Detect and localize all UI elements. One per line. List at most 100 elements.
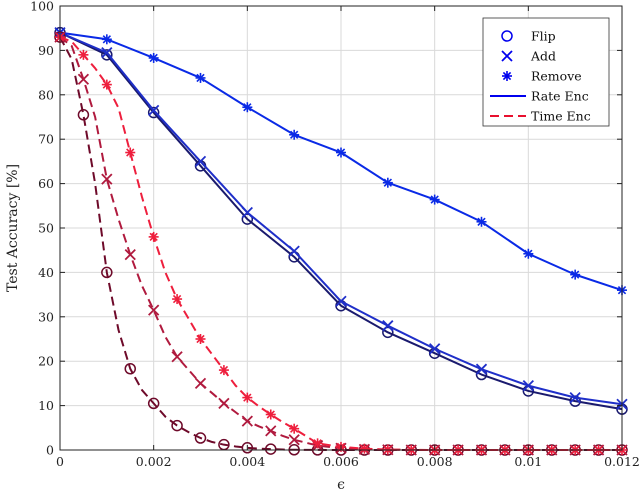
marker-stroke [243, 103, 252, 112]
legend-label: Flip [531, 29, 556, 44]
data-point [289, 129, 300, 140]
marker-stroke [241, 206, 253, 219]
data-point [312, 438, 323, 449]
y-tick-label: 70 [38, 132, 54, 147]
marker-stroke [149, 232, 158, 242]
marker-stroke [194, 377, 207, 390]
data-point [241, 415, 253, 427]
x-tick-label: 0.002 [136, 454, 172, 469]
data-point [147, 106, 160, 119]
x-tick-label: 0 [56, 454, 64, 469]
y-tick-label: 0 [46, 443, 54, 458]
x-tick-label: 0.01 [514, 454, 542, 469]
data-point [101, 34, 112, 45]
data-point [171, 419, 183, 432]
data-point [148, 231, 159, 242]
data-point [241, 213, 254, 225]
y-tick-label: 80 [38, 87, 54, 102]
y-tick-label: 100 [30, 0, 54, 14]
series-line [59, 31, 623, 411]
marker-stroke [172, 294, 182, 304]
legend-label: Remove [531, 69, 582, 84]
data-point [172, 294, 183, 305]
marker-stroke [336, 148, 346, 157]
legend: Flip Add Remove Rate Enc Time Enc [482, 17, 610, 127]
data-point [101, 79, 112, 90]
data-point [101, 49, 113, 61]
data-point [101, 173, 113, 185]
y-axis-label: Test Accuracy [%] [5, 164, 21, 292]
series-rate-enc-remove [55, 27, 627, 296]
data-point [101, 266, 113, 279]
data-point [125, 147, 136, 158]
legend-item-time-enc: Time Enc [490, 109, 591, 124]
marker-stroke [335, 295, 347, 307]
marker-stroke [79, 50, 88, 60]
marker-stroke [313, 439, 322, 448]
marker-stroke [501, 50, 513, 62]
data-point [242, 102, 253, 113]
marker-stroke [102, 80, 111, 89]
legend-items: Flip Add Remove Rate Enc Time Enc [490, 29, 591, 124]
legend-item-flip: Flip [501, 29, 556, 44]
data-point [359, 443, 370, 454]
marker-stroke [171, 351, 183, 363]
marker-stroke [101, 46, 113, 59]
data-point [194, 432, 207, 444]
data-point [241, 206, 253, 219]
data-point [124, 249, 136, 261]
marker-stroke [126, 148, 135, 157]
legend-label: Rate Enc [531, 89, 589, 104]
marker-stroke [148, 304, 160, 316]
data-point [522, 379, 534, 392]
data-point [171, 351, 183, 363]
marker-stroke [288, 434, 300, 446]
data-point [218, 365, 229, 376]
legend-item-remove: Remove [502, 69, 582, 84]
data-point [265, 443, 277, 455]
legend-swatch [502, 71, 512, 81]
data-point [288, 245, 300, 257]
marker-stroke [102, 35, 111, 44]
marker-stroke [475, 363, 488, 375]
data-point [218, 397, 230, 410]
data-point [101, 46, 113, 59]
marker-stroke [149, 53, 158, 63]
data-point [476, 216, 487, 227]
y-tick-label: 10 [38, 398, 54, 413]
marker-stroke [524, 249, 533, 258]
data-point [265, 425, 277, 437]
data-point [194, 377, 207, 390]
x-tick-label: 0.008 [417, 454, 453, 469]
marker-stroke [265, 425, 277, 437]
tick-layer: 0 0.002 0.004 0.006 0.008 0.01 0.012 0 10 20 30 40 5… [30, 0, 640, 469]
marker-stroke [383, 178, 392, 187]
y-tick-label: 30 [38, 309, 54, 324]
legend-item-rate-enc: Rate Enc [490, 89, 589, 104]
marker-stroke [101, 173, 113, 185]
marker-stroke [290, 130, 299, 139]
marker-stroke [477, 217, 486, 226]
data-point [77, 73, 90, 85]
data-point [78, 49, 89, 60]
data-point [77, 109, 90, 121]
y-tick-label: 20 [38, 354, 54, 369]
marker-stroke [219, 365, 229, 375]
marker-stroke [288, 245, 300, 257]
data-point [242, 392, 253, 403]
x-tick-label: 0.006 [323, 454, 359, 469]
marker-stroke [243, 393, 252, 402]
legend-swatch [501, 30, 513, 42]
marker-stroke [148, 104, 160, 116]
marker-stroke [241, 415, 253, 427]
x-tick-label: 0.012 [604, 454, 640, 469]
legend-label: Add [530, 49, 556, 64]
data-point [124, 362, 136, 375]
data-point [148, 104, 160, 116]
marker-stroke [502, 71, 512, 81]
data-point [288, 434, 300, 446]
data-point [335, 295, 347, 307]
marker-stroke [430, 195, 439, 204]
marker-stroke [196, 73, 205, 83]
